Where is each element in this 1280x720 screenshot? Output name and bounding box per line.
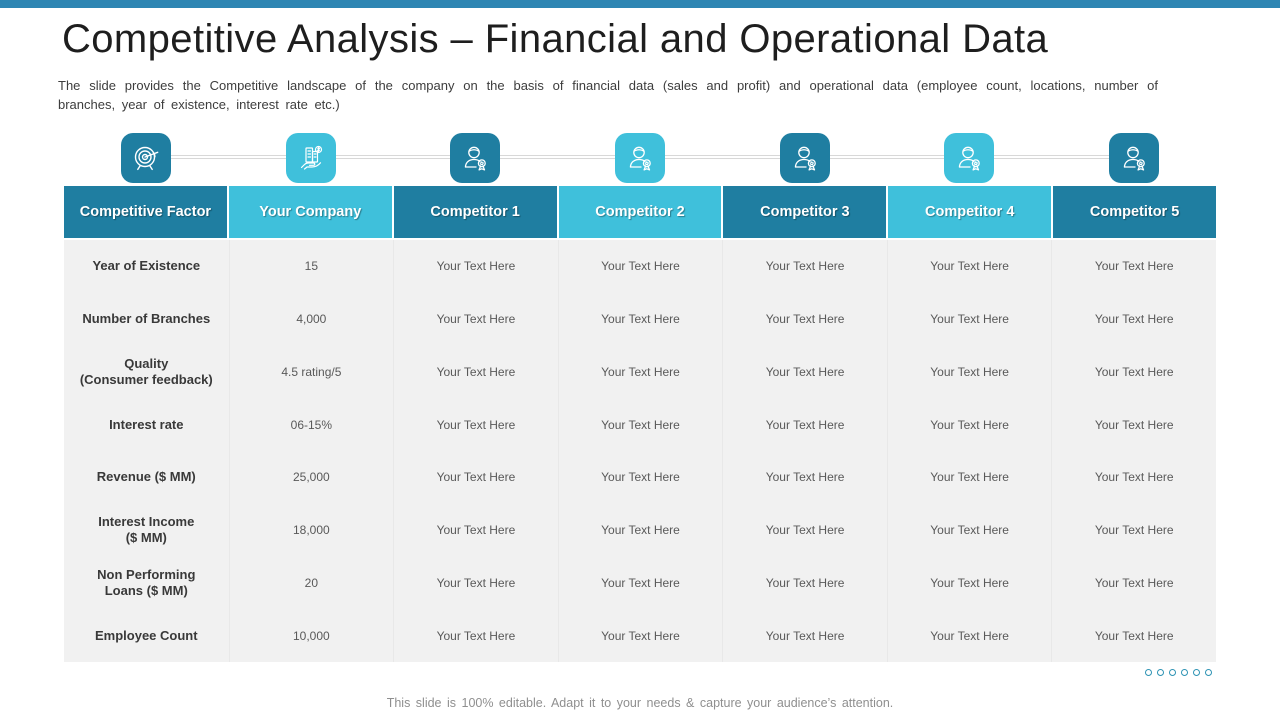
factor-cell: Interest Income ($ MM) [98, 514, 195, 546]
competitor-value-cell: Your Text Here [722, 556, 887, 610]
icon-timeline [64, 133, 1216, 183]
competitor-value-cell: Your Text Here [886, 345, 1052, 399]
competitor-value-cell: Your Text Here [557, 292, 723, 346]
footer-note: This slide is 100% editable. Adapt it to… [386, 696, 894, 710]
timeline-icon-tiles [64, 133, 1216, 183]
pagination-dot [1157, 669, 1164, 676]
competitor-value-cell: Your Text Here [393, 503, 558, 557]
slide-description: The slide provides the Competitive lands… [58, 78, 1158, 112]
competitor-value-cell: Your Text Here [1051, 556, 1216, 610]
person-badge-icon [450, 133, 501, 183]
competitor-value-cell: Your Text Here [886, 503, 1052, 557]
pagination-dot [1145, 669, 1152, 676]
table-row: Interest Income ($ MM) 18,000 Your Text He… [64, 503, 1216, 557]
person-badge-icon [1108, 133, 1159, 183]
column-header: Competitor 5 [1053, 186, 1216, 238]
factor-cell: Non Performing Loans ($ MM) [97, 566, 196, 598]
table-row: Quality (Consumer feedback) 4.5 rating/5 Y… [64, 345, 1216, 399]
competitor-value-cell: Your Text Here [393, 556, 558, 610]
competitor-value-cell: Your Text Here [393, 451, 558, 504]
competitor-value-cell: Your Text Here [1051, 240, 1216, 293]
comparison-table: Competitive Factor Your Company Competitor… [64, 186, 1216, 662]
competitor-value-cell: Your Text Here [1051, 345, 1216, 399]
table-row: Revenue ($ MM) 25,000 Your Text Here Your T… [64, 451, 1216, 504]
table-row: Number of Branches 4,000 Your Text Here You… [64, 292, 1216, 346]
person-badge-icon [614, 133, 665, 183]
top-accent-bar [0, 0, 1280, 8]
competitor-value-cell: Your Text Here [557, 398, 723, 451]
competitor-value-cell: Your Text Here [722, 398, 887, 451]
person-badge-icon [779, 133, 830, 183]
your-company-value-cell: 20 [228, 556, 394, 610]
competitor-value-cell: Your Text Here [1051, 292, 1216, 346]
competitor-value-cell: Your Text Here [722, 292, 887, 346]
competitor-value-cell: Your Text Here [557, 240, 723, 293]
competitor-value-cell: Your Text Here [722, 503, 887, 557]
competitor-value-cell: Your Text Here [886, 398, 1052, 451]
pagination-dots [1145, 669, 1212, 676]
competitor-value-cell: Your Text Here [722, 240, 887, 293]
factor-cell: Year of Existence [92, 258, 201, 274]
competitor-value-cell: Your Text Here [393, 398, 558, 451]
competitor-value-cell: Your Text Here [393, 345, 558, 399]
table-row: Non Performing Loans ($ MM) 20 Your Text H… [64, 556, 1216, 610]
column-header: Competitor 4 [888, 186, 1052, 238]
competitor-value-cell: Your Text Here [722, 609, 887, 662]
competitor-value-cell: Your Text Here [886, 240, 1052, 293]
competitor-value-cell: Your Text Here [1051, 609, 1216, 662]
your-company-value-cell: 4,000 [228, 292, 394, 346]
competitor-value-cell: Your Text Here [886, 609, 1052, 662]
competitor-value-cell: Your Text Here [722, 451, 887, 504]
your-company-value-cell: 15 [228, 240, 394, 293]
competitor-value-cell: Your Text Here [1051, 398, 1216, 451]
pagination-dot [1205, 669, 1212, 676]
your-company-value-cell: 4.5 rating/5 [228, 345, 394, 399]
factor-cell: Number of Branches [82, 311, 211, 327]
column-header: Competitor 3 [723, 186, 887, 238]
factor-cell: Quality (Consumer feedback) [79, 355, 213, 387]
page-title: Competitive Analysis – Financial and Ope… [62, 17, 1049, 61]
table-header-row: Competitive Factor Your Company Competitor… [64, 186, 1216, 238]
competitor-value-cell: Your Text Here [393, 240, 558, 293]
competitor-value-cell: Your Text Here [1051, 503, 1216, 557]
competitor-value-cell: Your Text Here [557, 609, 723, 662]
your-company-value-cell: 10,000 [228, 609, 394, 662]
competitor-value-cell: Your Text Here [886, 451, 1052, 504]
column-header: Your Company [228, 186, 392, 238]
competitor-value-cell: Your Text Here [886, 556, 1052, 610]
your-company-value-cell: 06-15% [228, 398, 394, 451]
competitor-value-cell: Your Text Here [557, 451, 723, 504]
table-row: Interest rate 06-15% Your Text Here Your Te… [64, 398, 1216, 451]
your-company-value-cell: 25,000 [228, 451, 394, 504]
table-row: Employee Count 10,000 Your Text Here Your T… [64, 609, 1216, 662]
target-icon [121, 133, 172, 183]
factor-cell: Interest rate [109, 416, 184, 432]
competitor-value-cell: Your Text Here [557, 556, 723, 610]
factor-cell: Revenue ($ MM) [96, 469, 196, 485]
competitor-value-cell: Your Text Here [393, 292, 558, 346]
factor-cell: Employee Count [94, 627, 198, 643]
competitor-value-cell: Your Text Here [886, 292, 1052, 346]
competitor-value-cell: Your Text Here [557, 345, 723, 399]
pagination-dot [1181, 669, 1188, 676]
city-in-hand-icon [285, 133, 336, 183]
competitor-value-cell: Your Text Here [722, 345, 887, 399]
person-badge-icon [944, 133, 995, 183]
your-company-value-cell: 18,000 [228, 503, 394, 557]
pagination-dot [1193, 669, 1200, 676]
table-row: Year of Existence 15 Your Text Here Your Te… [64, 240, 1216, 293]
competitor-value-cell: Your Text Here [557, 503, 723, 557]
competitor-value-cell: Your Text Here [393, 609, 558, 662]
competitor-value-cell: Your Text Here [1051, 451, 1216, 504]
pagination-dot [1169, 669, 1176, 676]
column-header: Competitor 1 [393, 186, 557, 238]
table-body: Year of Existence 15 Your Text Here Your Te… [64, 240, 1216, 662]
column-header: Competitive Factor [64, 186, 227, 238]
column-header: Competitor 2 [558, 186, 722, 238]
